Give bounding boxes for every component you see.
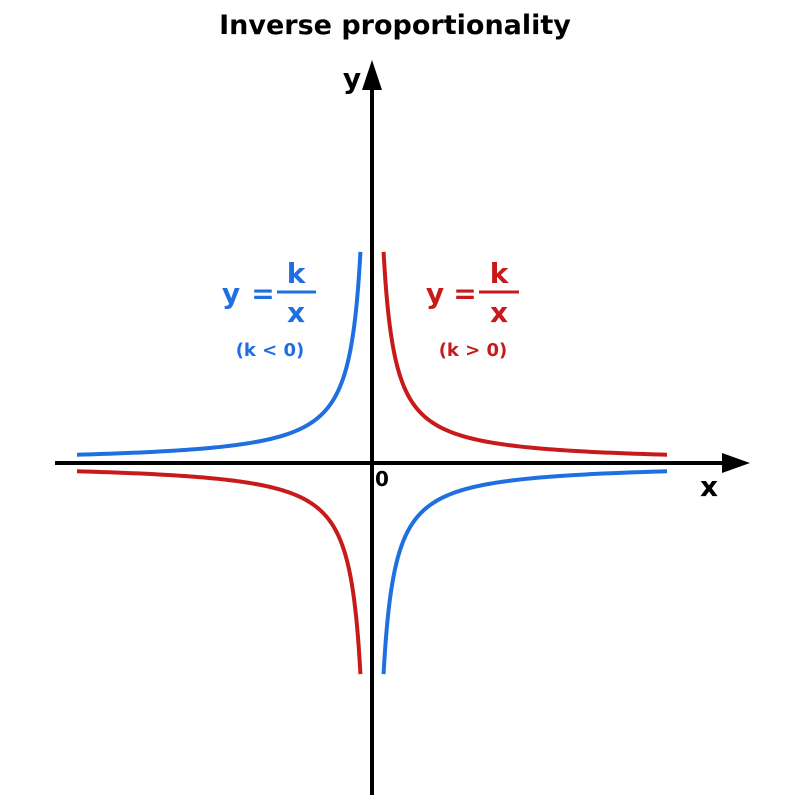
y-axis-arrow-icon — [362, 60, 382, 90]
formula-positive-k: y = k x (k > 0) — [426, 257, 519, 361]
formula-negative-y: y — [222, 277, 240, 310]
x-axis-arrow-icon — [722, 453, 750, 473]
negative-k-branch-q4 — [381, 469, 668, 675]
formula-negative-k: y = k x (k < 0) — [222, 257, 316, 361]
positive-k-branch-q3 — [76, 469, 363, 675]
axes: x y 0 — [55, 60, 750, 795]
origin-label: 0 — [375, 467, 389, 491]
chart-title: Inverse proportionality — [219, 10, 571, 41]
curves — [76, 251, 668, 675]
formula-negative-denominator: x — [287, 296, 305, 329]
formula-positive-y: y — [426, 277, 444, 310]
positive-k-branch-q1 — [381, 251, 668, 457]
y-axis-label: y — [343, 62, 361, 95]
formula-positive-condition: (k > 0) — [439, 340, 508, 361]
formula-negative-condition: (k < 0) — [236, 340, 305, 361]
formula-negative-numerator: k — [287, 257, 307, 290]
formula-positive-denominator: x — [490, 296, 508, 329]
x-axis-label: x — [700, 470, 718, 503]
formula-negative-equals: = — [251, 277, 274, 310]
formula-positive-equals: = — [453, 277, 476, 310]
formula-positive-numerator: k — [490, 257, 510, 290]
negative-k-branch-q2 — [76, 251, 363, 457]
